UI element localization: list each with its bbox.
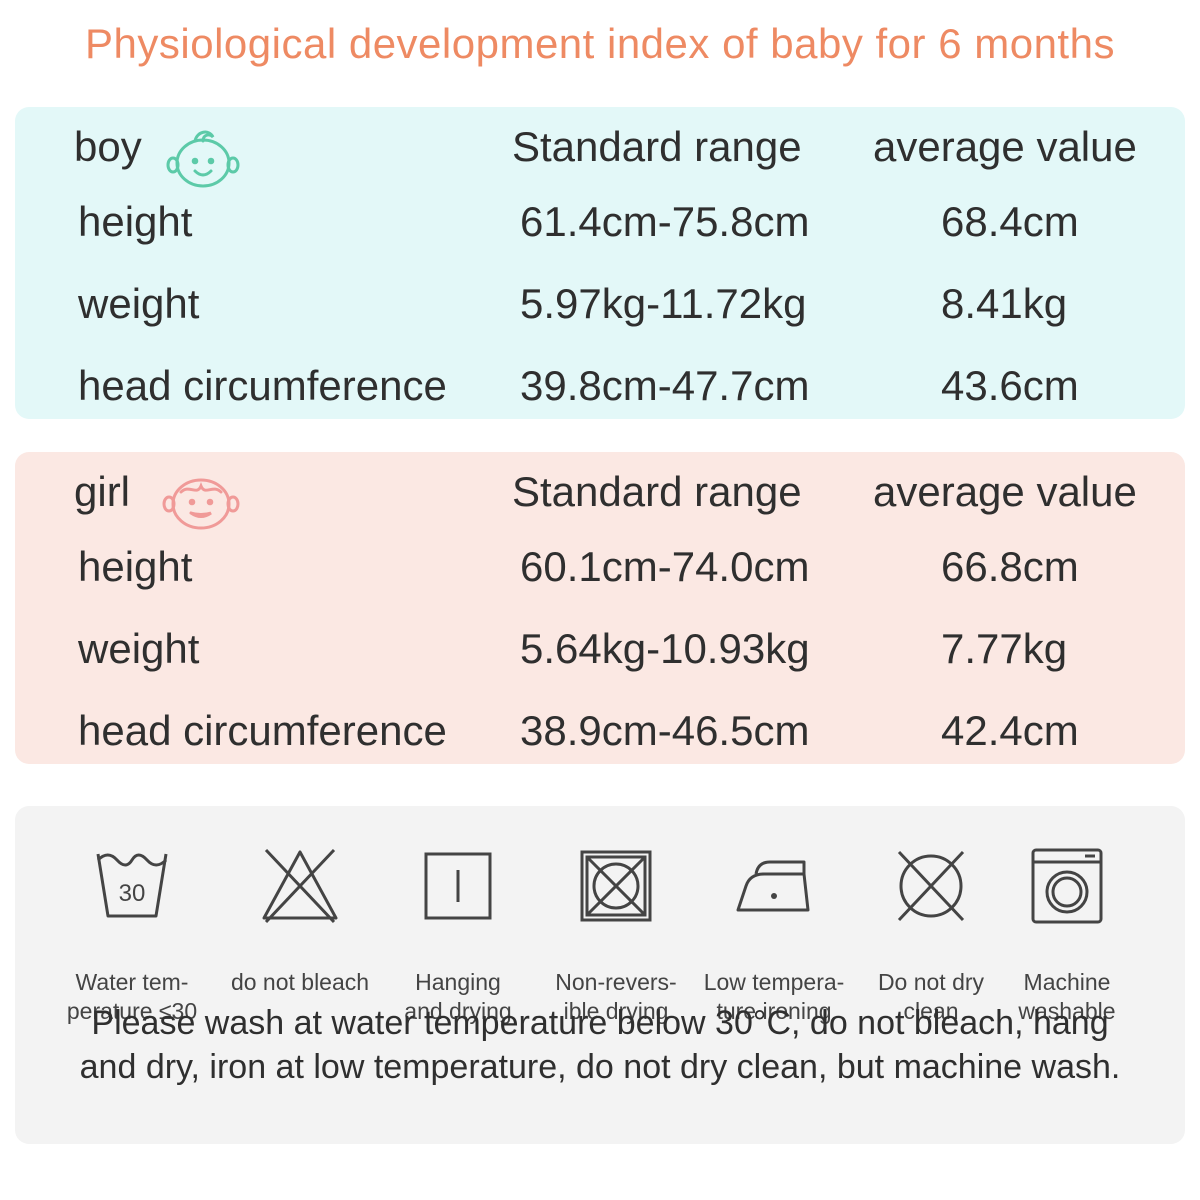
girl-col-range: Standard range bbox=[512, 468, 802, 515]
wash-30-badge: 30 bbox=[119, 880, 146, 907]
girl-label: girl bbox=[74, 468, 131, 515]
care-label: Non-revers- ible drying bbox=[555, 969, 677, 1024]
girl-header-row: girl Standard range average value bbox=[15, 462, 1185, 530]
row-avg: 8.41kg bbox=[941, 280, 1068, 327]
wash-care-panel: 30 Water tem- perature ≤30 do not bleach… bbox=[15, 806, 1185, 1144]
hang-dry-icon bbox=[424, 852, 492, 920]
care-item-no-tumble-dry: Non-revers- ible drying bbox=[536, 846, 696, 1024]
row-range: 5.97kg-11.72kg bbox=[520, 280, 807, 327]
care-label: Hanging and drying bbox=[404, 969, 512, 1024]
wash-30-icon: 30 bbox=[96, 853, 168, 918]
table-row: head circumference 38.9cm-46.5cm 42.4cm bbox=[15, 701, 1185, 761]
row-avg: 43.6cm bbox=[941, 362, 1079, 409]
row-range: 5.64kg-10.93kg bbox=[520, 625, 810, 672]
row-avg: 66.8cm bbox=[941, 543, 1079, 590]
care-item-no-bleach: do not bleach bbox=[220, 846, 380, 996]
care-label: Machine washable bbox=[1018, 969, 1116, 1024]
girl-col-avg: average value bbox=[873, 468, 1137, 515]
row-label: head circumference bbox=[78, 362, 447, 409]
table-row: height 60.1cm-74.0cm 66.8cm bbox=[15, 537, 1185, 597]
machine-wash-icon bbox=[1031, 848, 1103, 924]
care-item-low-iron: Low tempera- ture ironing bbox=[694, 846, 854, 1024]
boy-face-icon bbox=[166, 130, 240, 188]
row-range: 61.4cm-75.8cm bbox=[520, 198, 810, 245]
row-avg: 7.77kg bbox=[941, 625, 1068, 672]
row-avg: 42.4cm bbox=[941, 707, 1079, 754]
row-label: weight bbox=[78, 625, 200, 672]
table-row: height 61.4cm-75.8cm 68.4cm bbox=[15, 192, 1185, 252]
row-avg: 68.4cm bbox=[941, 198, 1079, 245]
care-label: Do not dry clean bbox=[877, 969, 985, 1024]
boy-panel: boy Standard range average value height … bbox=[15, 107, 1185, 419]
row-label: height bbox=[78, 198, 193, 245]
care-item-no-dry-clean: Do not dry clean bbox=[851, 846, 1011, 1024]
row-label: head circumference bbox=[78, 707, 447, 754]
wash-notice: Please wash at water temperature below 3… bbox=[79, 1004, 1121, 1086]
row-range: 38.9cm-46.5cm bbox=[520, 707, 810, 754]
care-label: Water tem- perature ≤30 bbox=[66, 969, 198, 1024]
row-label: height bbox=[78, 543, 193, 590]
boy-col-range: Standard range bbox=[512, 123, 802, 170]
boy-header-row: boy Standard range average value bbox=[15, 117, 1185, 188]
no-dry-clean-icon bbox=[897, 850, 965, 922]
no-tumble-dry-icon bbox=[580, 850, 652, 922]
boy-col-avg: average value bbox=[873, 123, 1137, 170]
page-title: Physiological development index of baby … bbox=[85, 20, 1115, 67]
care-item-machine-wash: Machine washable bbox=[987, 846, 1147, 1024]
boy-label: boy bbox=[74, 123, 142, 170]
table-row: head circumference 39.8cm-47.7cm 43.6cm bbox=[15, 356, 1185, 416]
row-range: 39.8cm-47.7cm bbox=[520, 362, 810, 409]
care-item-wash-30: 30 Water tem- perature ≤30 bbox=[52, 846, 212, 1024]
row-range: 60.1cm-74.0cm bbox=[520, 543, 810, 590]
table-row: weight 5.64kg-10.93kg 7.77kg bbox=[15, 619, 1185, 679]
table-row: weight 5.97kg-11.72kg 8.41kg bbox=[15, 274, 1185, 334]
care-label: do not bleach bbox=[230, 969, 370, 995]
care-label: Low tempera- ture ironing bbox=[703, 969, 845, 1024]
low-iron-icon bbox=[736, 860, 810, 912]
row-label: weight bbox=[78, 280, 200, 327]
girl-face-icon bbox=[162, 478, 240, 530]
care-item-hang-dry: Hanging and drying bbox=[378, 846, 538, 1024]
girl-panel: girl Standard range average value height… bbox=[15, 452, 1185, 764]
no-bleach-icon bbox=[262, 848, 338, 924]
